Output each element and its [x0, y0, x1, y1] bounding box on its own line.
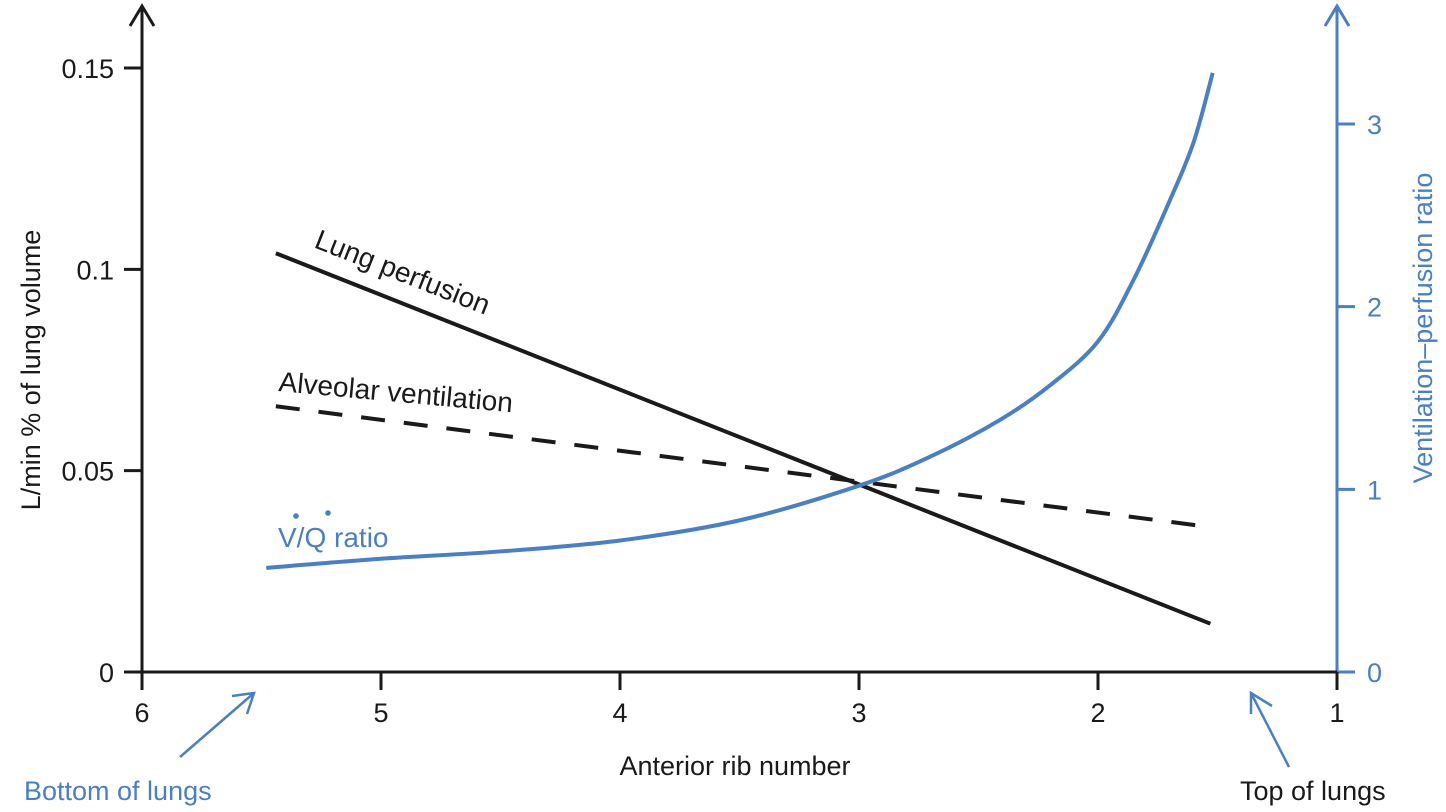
y2-axis-arrow-icon — [1323, 3, 1351, 27]
top-of-lungs-label: Top of lungs — [1240, 776, 1386, 806]
y2-tick-label: 3 — [1367, 110, 1382, 140]
vq-ratio-suffix: ratio — [326, 522, 388, 553]
vq-ratio-label: V/Q ratio — [278, 510, 388, 553]
y2-axis-title: Ventilation–perfusion ratio — [1408, 173, 1438, 484]
v-dot-icon — [293, 513, 299, 519]
lung-perfusion-line — [275, 251, 1212, 626]
v-q-ratio-line — [266, 72, 1215, 570]
bottom-of-lungs-label: Bottom of lungs — [24, 776, 212, 806]
series-group — [266, 72, 1215, 626]
x-tick-label: 6 — [134, 698, 149, 728]
x-axis-title: Anterior rib number — [619, 751, 850, 781]
x-tick-label: 2 — [1090, 698, 1105, 728]
x-tick-label: 5 — [373, 698, 388, 728]
alveolar-ventilation-line — [275, 404, 1211, 530]
y2-tick-label: 1 — [1367, 475, 1382, 505]
y-tick-label: 0.1 — [76, 255, 114, 285]
vq-ratio-v: V/Q — [278, 522, 326, 553]
top-arrow-line — [1249, 692, 1291, 768]
bottom-of-lungs-annotation: Bottom of lungs — [24, 691, 256, 806]
bottom-arrow-line — [179, 692, 255, 758]
x-tick-label: 3 — [851, 698, 866, 728]
y-axis-arrow-icon — [128, 3, 156, 27]
bottom-arrow-head-icon — [231, 691, 256, 715]
q-dot-icon — [325, 510, 331, 516]
y-tick-label: 0 — [99, 658, 114, 688]
alveolar-ventilation-label: Alveolar ventilation — [277, 366, 514, 418]
lung-perfusion-label: Lung perfusion — [311, 224, 495, 321]
y2-tick-label: 2 — [1367, 293, 1382, 323]
y-tick-label: 0.05 — [61, 457, 114, 487]
y-tick-label: 0.15 — [61, 54, 114, 84]
top-arrow-head-icon — [1249, 690, 1273, 714]
svg-text:V/Q ratio: V/Q ratio — [278, 522, 388, 553]
x-tick-label: 4 — [612, 698, 627, 728]
top-of-lungs-annotation: Top of lungs — [1240, 690, 1386, 806]
y-axis-title: L/min % of lung volume — [16, 230, 46, 511]
x-tick-label: 1 — [1329, 698, 1344, 728]
y2-tick-label: 0 — [1367, 658, 1382, 688]
